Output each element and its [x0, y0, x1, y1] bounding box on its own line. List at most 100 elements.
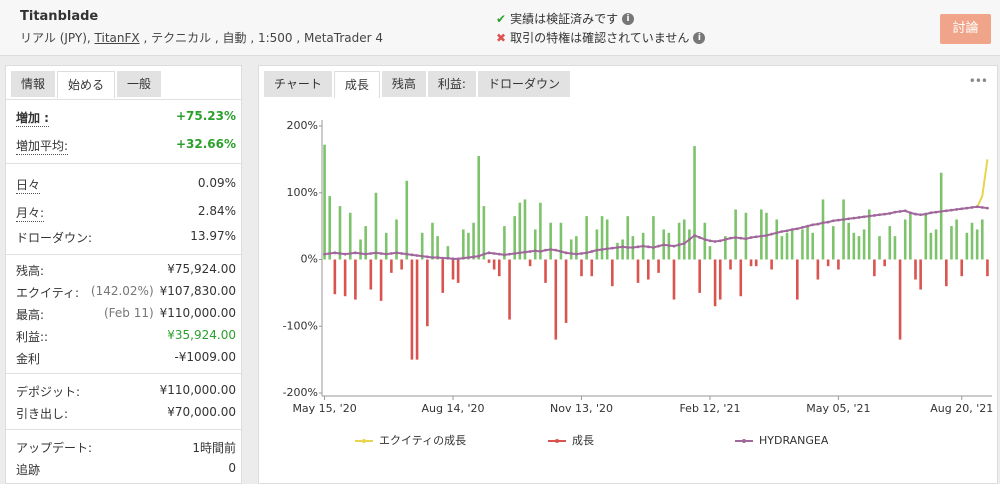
point	[857, 216, 861, 219]
bar	[621, 239, 624, 260]
stat-row: 最高: (Feb 11) ¥110,000.00	[16, 306, 236, 323]
point	[425, 255, 429, 259]
point	[806, 224, 809, 228]
point	[405, 252, 409, 256]
tab[interactable]: 一般	[117, 71, 162, 97]
bar	[960, 259, 964, 277]
stat-row: デポジット: ¥110,000.00	[16, 383, 236, 400]
menu-button[interactable]: •••	[968, 74, 988, 88]
point	[652, 246, 655, 249]
stat-row: 月々: 2.84%	[16, 204, 236, 222]
bar	[919, 259, 922, 290]
bar	[698, 259, 701, 293]
y-tick-label: -200%	[283, 386, 318, 399]
point	[831, 219, 835, 223]
tab[interactable]: 残高	[381, 71, 426, 97]
point	[590, 250, 594, 253]
bar	[842, 199, 845, 260]
bar	[580, 259, 583, 277]
tab[interactable]: 利益:	[427, 71, 476, 97]
bar	[785, 232, 789, 260]
point	[765, 234, 768, 237]
point	[523, 250, 527, 254]
info-icon[interactable]: i	[622, 12, 635, 25]
point	[790, 228, 794, 231]
bar	[945, 259, 948, 287]
bar	[575, 236, 578, 260]
point	[677, 243, 681, 247]
bar	[873, 259, 876, 277]
point	[369, 252, 373, 255]
point	[908, 211, 912, 215]
bar	[939, 172, 943, 260]
bar	[657, 259, 660, 273]
tab[interactable]: 始める	[57, 71, 116, 98]
point	[770, 232, 774, 236]
point	[621, 245, 624, 249]
point	[672, 244, 676, 248]
point	[595, 248, 599, 252]
bar	[934, 229, 938, 260]
point	[667, 244, 671, 247]
point	[472, 255, 475, 259]
bar	[354, 259, 357, 300]
point	[631, 246, 635, 249]
tab[interactable]: ドローダウン	[477, 71, 570, 97]
x-tick-label: May 05, '21	[806, 402, 870, 415]
point	[965, 206, 969, 210]
stat-row: 追跡 0	[16, 461, 236, 478]
stat-label: 金利	[16, 352, 41, 366]
point	[518, 251, 522, 255]
bar	[883, 259, 886, 267]
stat-value: +75.23%	[175, 109, 236, 123]
point	[821, 221, 825, 225]
bar	[986, 259, 989, 277]
stat-value: ¥107,830.00	[159, 284, 236, 298]
y-tick-label: 0%	[301, 253, 318, 266]
point	[508, 252, 511, 256]
bar	[955, 219, 958, 260]
bar	[472, 222, 475, 260]
account-type: リアル (JPY),	[20, 31, 95, 45]
point	[646, 245, 650, 249]
broker-link[interactable]: TitanFX	[94, 31, 140, 45]
point	[456, 257, 460, 261]
bar	[338, 206, 342, 260]
point	[934, 210, 938, 214]
point	[703, 238, 707, 241]
point	[364, 252, 368, 256]
point	[903, 209, 907, 213]
bar	[523, 199, 527, 260]
bar	[441, 259, 445, 293]
bar	[950, 226, 953, 260]
bar	[539, 202, 542, 260]
line	[324, 205, 988, 260]
bar	[600, 216, 604, 260]
stat-row: 増加平均: +32.66%	[16, 137, 236, 155]
point	[852, 216, 856, 220]
info-icon[interactable]: i	[693, 31, 706, 44]
point	[657, 244, 660, 248]
point	[503, 253, 506, 257]
tab[interactable]: 情報	[11, 71, 56, 97]
not-verified: ✖ 取引の特権は確認されていません i	[496, 29, 706, 46]
point	[379, 252, 383, 255]
bar	[878, 236, 881, 260]
discuss-button[interactable]: 討論	[940, 14, 991, 44]
bar	[605, 219, 609, 260]
point	[980, 206, 984, 209]
point	[847, 217, 851, 221]
stat-label: エクイティ:	[16, 286, 80, 300]
chart: 200% 100% 0% -100% -200% May 15, '20 Aug 14, '…	[283, 119, 994, 447]
point	[559, 250, 563, 253]
y-tick-label: 200%	[287, 119, 318, 132]
bar	[497, 259, 501, 277]
tab[interactable]: チャート	[264, 71, 332, 97]
point	[626, 246, 630, 249]
bar	[857, 236, 861, 260]
point	[477, 254, 481, 258]
point	[482, 252, 486, 256]
bar	[328, 196, 332, 260]
tab[interactable]: 成長	[333, 71, 380, 98]
line	[976, 159, 989, 208]
